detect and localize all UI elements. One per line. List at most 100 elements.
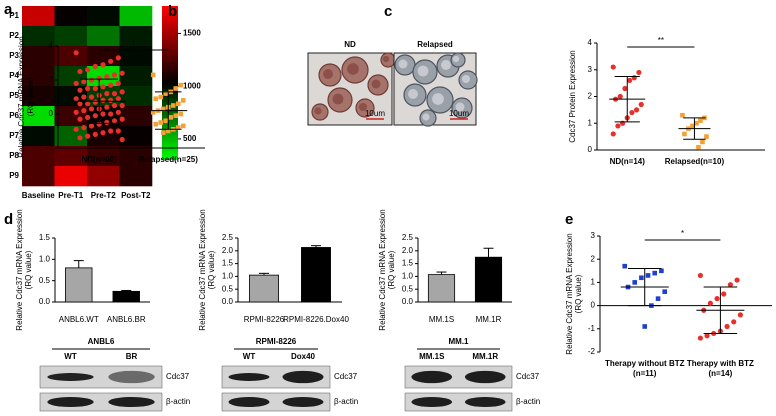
data-point: [680, 112, 685, 118]
y-tick-label: 1.0: [222, 272, 234, 281]
data-point: [704, 134, 709, 139]
data-point: [173, 113, 179, 118]
heatmap-cell: [22, 126, 55, 147]
data-point: [100, 130, 106, 136]
colorbar-tick-label: 500: [183, 134, 197, 143]
x-tick-label: ND(n=60): [81, 155, 117, 164]
lane-label: MM.1S: [419, 352, 445, 361]
image-label: ND: [344, 40, 356, 49]
y-tick-label: 0: [591, 301, 596, 310]
data-point: [111, 72, 118, 78]
data-point: [119, 102, 125, 109]
data-point: [88, 94, 95, 100]
row-label: P9: [9, 171, 19, 180]
cell-core: [432, 93, 444, 105]
data-point: [724, 323, 730, 330]
significance-label: *: [681, 229, 684, 238]
bar: [249, 274, 279, 303]
data-point: [108, 111, 114, 117]
data-point: [639, 275, 644, 281]
data-point: [659, 268, 664, 274]
data-point: [175, 101, 181, 107]
data-point: [645, 273, 651, 278]
cell-core: [332, 93, 344, 105]
x-tick-label: Relapsed(n=10): [665, 157, 725, 166]
y-tick-label: 3: [588, 65, 593, 74]
panel-label: c: [384, 3, 392, 20]
y-tick-label: 0.5: [402, 284, 414, 293]
significance-label: *: [132, 39, 135, 48]
data-point: [629, 109, 635, 116]
data-point: [160, 106, 166, 112]
heatmap-cell: [87, 26, 120, 47]
data-point: [714, 296, 720, 302]
data-point: [704, 333, 710, 339]
column-label: Pre-T2: [91, 191, 116, 200]
panel-label: a: [4, 1, 13, 18]
y-tick-label: 3: [591, 231, 596, 240]
data-point: [737, 312, 744, 318]
data-point: [180, 123, 186, 129]
heatmap-cell: [119, 46, 153, 67]
blot-row-label: β-actin: [516, 397, 540, 406]
data-point: [682, 131, 687, 137]
data-point: [696, 145, 701, 150]
data-point: [615, 123, 621, 129]
heatmap-cell: [119, 86, 153, 107]
x-tick-label: Therapy with BTZ: [687, 359, 754, 368]
data-point: [81, 79, 87, 85]
data-point: [163, 91, 169, 96]
data-point: [170, 103, 176, 108]
y-axis-label: Relative Cdc37 mRNA Expression: [17, 36, 26, 157]
heatmap-cell: [119, 106, 153, 127]
lane-label: WT: [64, 352, 77, 361]
cell-core: [441, 60, 451, 70]
cell-core: [455, 102, 465, 112]
y-tick-label: 2: [588, 92, 593, 101]
row-label: P7: [9, 131, 19, 140]
y-tick-label: 4: [49, 41, 54, 50]
y-tick-label: 1.0: [39, 254, 51, 263]
heatmap-cell: [87, 146, 120, 167]
data-point: [115, 80, 121, 86]
blot-band: [108, 396, 155, 408]
heatmap-cell: [22, 146, 55, 167]
data-point: [77, 116, 83, 122]
blot-band: [228, 373, 270, 381]
data-point: [92, 85, 98, 92]
data-point: [119, 89, 125, 95]
heatmap-cell: [54, 46, 88, 67]
blot-row-label: β-actin: [334, 397, 358, 406]
y-tick-label: 0.5: [222, 284, 234, 293]
data-point: [85, 67, 91, 73]
data-point: [104, 119, 110, 126]
lane-label: MM.1R: [472, 352, 498, 361]
colorbar-tick-label: 1000: [183, 81, 201, 90]
data-point: [77, 68, 83, 75]
data-point: [727, 282, 734, 288]
data-point: [180, 98, 186, 103]
data-point: [655, 296, 661, 301]
scale-bar-label: 10um: [449, 109, 469, 118]
x-tick-label: Relapsed(n=25): [139, 155, 199, 164]
scale-bar-label: 10um: [365, 109, 385, 118]
heatmap-cell: [87, 126, 120, 147]
data-point: [697, 335, 704, 341]
data-point: [100, 111, 106, 117]
x-tick-label: (n=11): [633, 369, 657, 378]
data-point: [610, 131, 616, 137]
data-point: [632, 280, 638, 285]
data-point: [108, 97, 114, 103]
image-label: Relapsed: [417, 40, 453, 49]
y-tick-label: 1.5: [402, 259, 414, 268]
data-point: [153, 96, 159, 101]
heatmap-cell: [119, 66, 153, 87]
x-tick-label: ANBL6.BR: [107, 315, 146, 324]
blot-title: MM.1: [449, 337, 470, 346]
data-point: [73, 96, 79, 102]
panel-label: d: [4, 211, 13, 228]
data-point: [707, 300, 714, 306]
data-point: [92, 113, 98, 119]
data-point: [88, 77, 95, 83]
blot-band: [282, 396, 324, 408]
